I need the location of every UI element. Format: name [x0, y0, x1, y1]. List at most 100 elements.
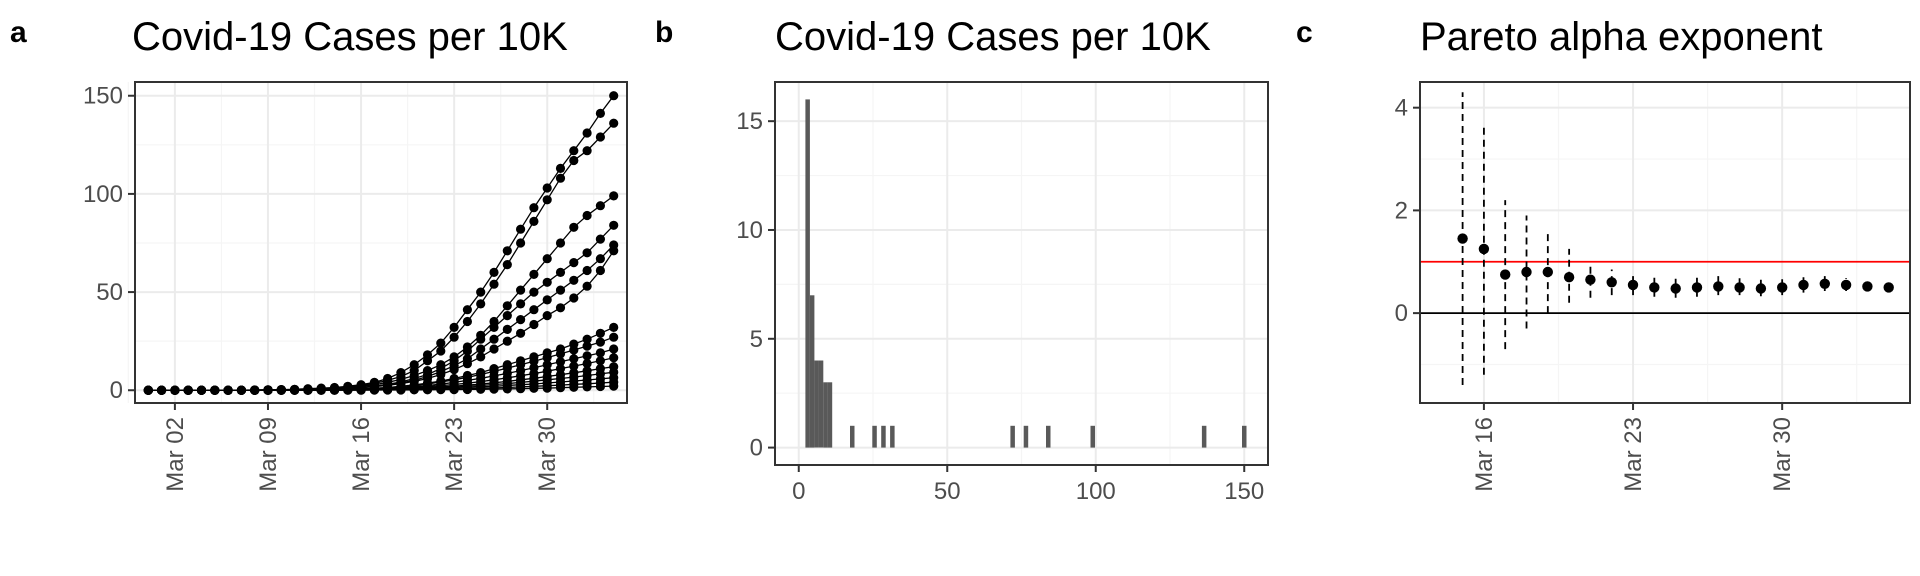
y-tick-label: 50 [96, 279, 123, 306]
series-10-point [569, 361, 579, 371]
series-2-point [476, 299, 486, 309]
histogram-bar [818, 360, 824, 448]
series-2-point [582, 146, 592, 156]
series-5-point [555, 285, 566, 295]
series-9-point [582, 351, 592, 361]
series-15-point [609, 381, 619, 391]
panel-background [1420, 82, 1910, 403]
series-6-point [462, 359, 472, 369]
series-9-point [595, 348, 606, 358]
panel-c-plot: 0 2 4 Mar 16 Mar 23 Mar 30 [1395, 81, 1911, 492]
estimate-point [1649, 282, 1660, 293]
series-5-point [542, 295, 552, 305]
estimate-point [1457, 233, 1468, 244]
series-6-point [582, 281, 592, 291]
y-tick-label: 100 [83, 181, 123, 208]
histogram-bar [890, 425, 895, 448]
series-1-point [436, 338, 446, 348]
estimate-point [1627, 279, 1639, 291]
series-3-point [582, 210, 592, 221]
series-1-point [542, 183, 552, 193]
series-1-point [529, 203, 539, 213]
series-6-point [449, 365, 459, 375]
series-15-point [236, 385, 246, 395]
series-4-point [476, 334, 486, 344]
estimate-point [1691, 282, 1703, 293]
series-5-point [529, 305, 539, 315]
series-15-point [582, 382, 592, 392]
histogram-bar [1201, 425, 1207, 448]
y-tick-label: 150 [83, 83, 123, 110]
series-1-point [476, 287, 486, 297]
panel-label-a: a [10, 16, 27, 49]
series-15-point [329, 385, 340, 395]
histogram-bar [827, 382, 833, 448]
series-15-point [369, 385, 379, 395]
x-tick-label: 50 [934, 478, 961, 505]
x-tick-label: Mar 23 [1620, 417, 1647, 492]
series-10-point [609, 353, 619, 363]
series-1-point [489, 267, 499, 277]
y-tick-label: 5 [750, 326, 763, 353]
series-1-point [516, 224, 526, 234]
series-5-point [476, 344, 486, 354]
series-15-point [502, 384, 512, 394]
estimate-point [1755, 283, 1767, 294]
estimate-point [1713, 281, 1724, 292]
series-10-point [582, 358, 592, 369]
series-3-point [609, 191, 619, 201]
series-15-point [183, 385, 193, 395]
series-2-point [595, 132, 606, 142]
series-15-point [422, 385, 433, 395]
series-15-point [555, 383, 566, 393]
series-15-point [157, 385, 167, 395]
series-6-point [542, 311, 552, 321]
series-4-point [582, 248, 592, 258]
series-3-point [555, 238, 566, 248]
series-2-point [422, 356, 433, 366]
estimate-point [1734, 282, 1745, 293]
series-15-point [303, 385, 313, 395]
series-6-point [436, 369, 446, 380]
series-2-point [609, 118, 619, 128]
series-3-point [529, 269, 539, 279]
x-tick-label: Mar 09 [255, 417, 282, 492]
series-9-point [542, 360, 552, 370]
series-15-point [409, 385, 419, 395]
series-5-point [489, 334, 499, 344]
series-6-point [595, 265, 606, 276]
series-8-point [595, 337, 606, 347]
series-15-point [263, 385, 273, 395]
series-15-point [196, 385, 207, 395]
series-9-point [569, 354, 579, 364]
histogram-bar [850, 425, 855, 448]
x-tick-label: Mar 30 [534, 417, 561, 492]
panel-label-c: c [1296, 16, 1313, 49]
series-15-point [383, 385, 393, 395]
y-tick-label: 0 [110, 377, 123, 404]
histogram-bar [1046, 425, 1051, 448]
series-7-point [595, 328, 606, 338]
series-3-point [595, 201, 606, 211]
series-1-point [449, 322, 459, 332]
series-15-point [595, 381, 606, 392]
series-15-point [449, 385, 459, 395]
y-tick-label: 4 [1395, 95, 1408, 122]
histogram-bar [1090, 425, 1095, 448]
estimate-point [1862, 281, 1873, 292]
x-tick-label: 0 [792, 478, 805, 505]
series-15-point [436, 385, 446, 395]
series-4-point [462, 346, 472, 356]
series-4-point [489, 322, 499, 332]
series-1-point [555, 163, 566, 173]
series-8-point [569, 345, 579, 355]
series-6-point [502, 336, 512, 346]
series-4-point [542, 277, 552, 287]
histogram-bar [814, 360, 819, 448]
series-6-point [476, 352, 486, 362]
series-4-point [555, 267, 566, 277]
series-1-point [582, 128, 592, 138]
series-4-point [569, 258, 579, 268]
series-15-point [343, 385, 353, 395]
